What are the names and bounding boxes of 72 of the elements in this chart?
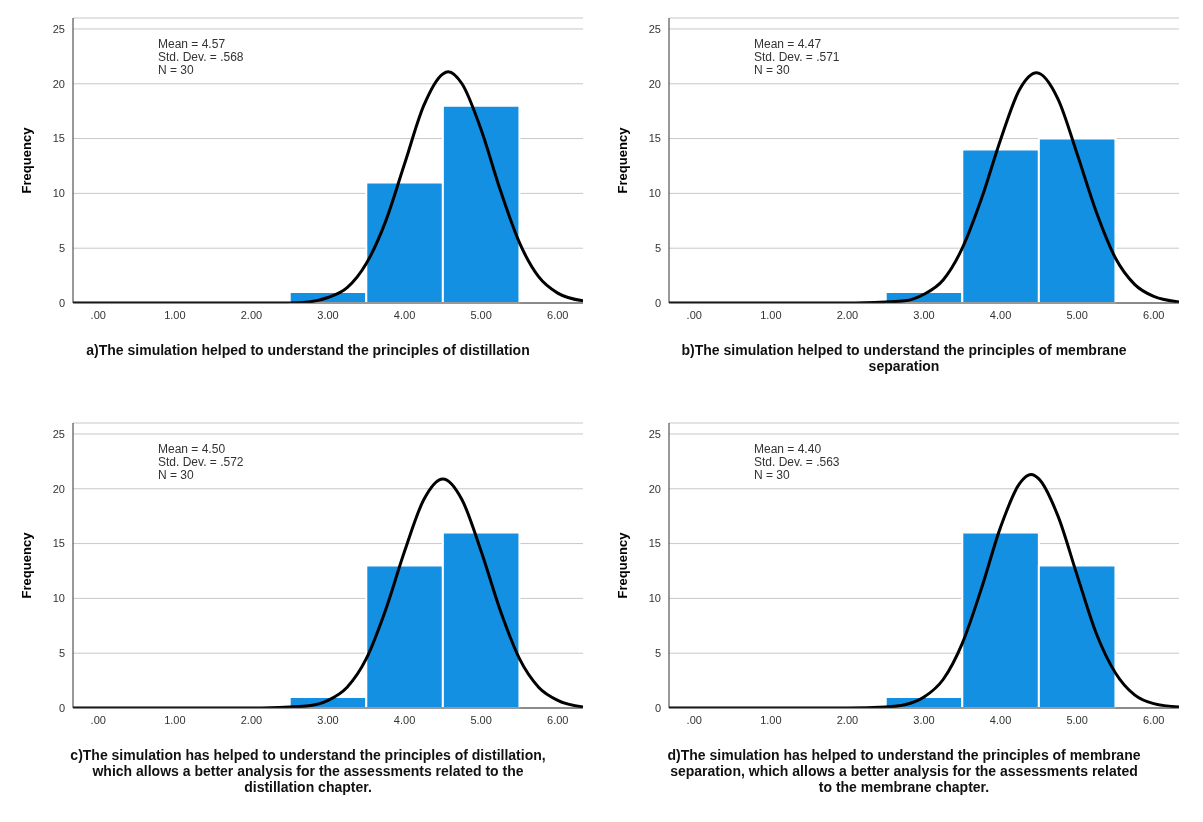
y-tick-label: 0 [654,701,661,714]
y-tick-label: 5 [58,242,65,255]
y-tick-label: 10 [648,187,661,200]
x-tick-label: 2.00 [240,713,263,726]
annotation: N = 30 [754,468,791,482]
x-tick-label: 4.00 [393,713,416,726]
y-axis-title: Frequency [614,126,630,194]
y-tick-label: 20 [52,482,65,495]
x-tick-label: .00 [90,308,106,321]
y-tick-label: 20 [648,482,661,495]
y-tick-label: 0 [58,296,65,309]
x-tick-label: .00 [90,713,106,726]
annotation: N = 30 [158,468,195,482]
x-tick-label: 4.00 [393,308,416,321]
y-tick-label: 15 [52,537,65,550]
x-axis-title: b)The simulation helped to understand the principles of membrane separation [680,342,1128,374]
annotation: Mean = 4.47 [754,37,823,51]
y-tick-label: 25 [52,427,65,440]
y-tick-label: 25 [52,22,65,35]
x-tick-label: 3.00 [317,713,339,726]
y-axis-title: Frequency [18,126,34,194]
y-tick-label: 10 [648,592,661,605]
y-tick-label: 10 [52,187,65,200]
y-tick-label: 5 [654,647,661,660]
x-tick-label: 2.00 [836,713,859,726]
annotation: Std. Dev. = .572 [158,455,244,469]
x-tick-label: 6.00 [1143,713,1165,726]
x-tick-label: 6.00 [1143,308,1165,321]
annotation: Std. Dev. = .571 [754,50,840,64]
y-tick-label: 0 [58,701,65,714]
x-tick-label: 4.00 [989,713,1012,726]
x-tick-label: 3.00 [317,308,339,321]
x-tick-label: 6.00 [547,308,569,321]
annotation: Std. Dev. = .568 [158,50,244,64]
x-tick-label: .00 [686,308,702,321]
x-tick-label: .00 [686,713,702,726]
y-tick-label: 5 [58,647,65,660]
y-tick-label: 20 [648,77,661,90]
y-tick-label: 15 [648,132,661,145]
y-axis-title: Frequency [614,531,630,599]
x-axis-title: d)The simulation has helped to understand the principles of membrane separation, which allows a better analysis for the assessments related to the membrane chapter. [666,747,1142,795]
x-tick-label: 5.00 [470,308,492,321]
annotation: N = 30 [754,63,791,77]
x-tick-label: 1.00 [760,713,782,726]
x-tick-label: 4.00 [989,308,1012,321]
x-tick-label: 1.00 [164,713,186,726]
y-tick-label: 0 [654,296,661,309]
x-tick-label: 6.00 [547,713,569,726]
x-tick-label: 5.00 [1066,713,1088,726]
y-tick-label: 25 [648,427,661,440]
y-tick-label: 10 [52,592,65,605]
x-tick-label: 5.00 [470,713,492,726]
x-axis-title: a)The simulation helped to understand the principles of distillation [85,342,531,358]
annotation: Mean = 4.50 [158,442,227,456]
x-tick-label: 1.00 [164,308,186,321]
y-tick-label: 15 [648,537,661,550]
x-axis-title: c)The simulation has helped to understand the principles of distillation, which allows a better analysis for the assessments related to the distillation chapter. [69,747,547,795]
x-tick-label: 2.00 [240,308,263,321]
annotation: Std. Dev. = .563 [754,455,840,469]
y-tick-label: 20 [52,77,65,90]
x-tick-label: 1.00 [760,308,782,321]
x-tick-label: 5.00 [1066,308,1088,321]
y-axis-title: Frequency [18,531,34,599]
y-tick-label: 5 [654,242,661,255]
annotation: Mean = 4.40 [754,442,823,456]
y-tick-label: 25 [648,22,661,35]
annotation: Mean = 4.57 [158,37,227,51]
x-tick-label: 2.00 [836,308,859,321]
y-tick-label: 15 [52,132,65,145]
x-tick-label: 3.00 [913,713,935,726]
x-tick-label: 3.00 [913,308,935,321]
annotation: N = 30 [158,63,195,77]
